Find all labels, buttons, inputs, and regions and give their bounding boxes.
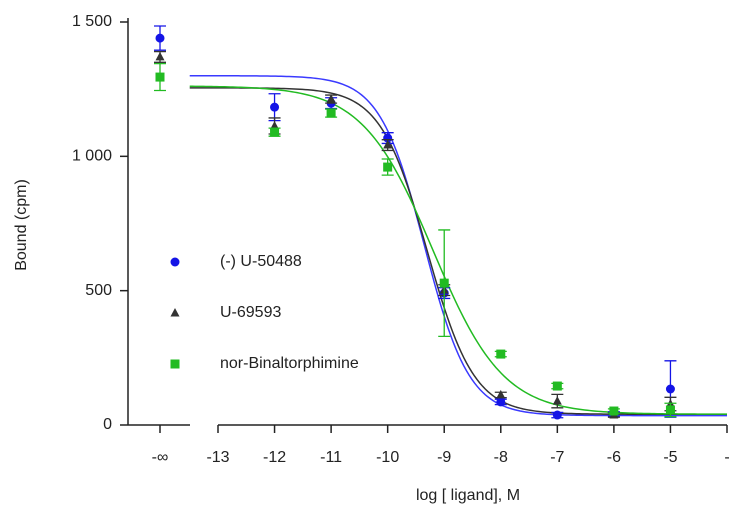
data-point: [155, 51, 165, 61]
data-point: [326, 94, 336, 103]
data-point: [496, 389, 506, 399]
y-tick-label: 0: [103, 416, 112, 433]
y-tick-label: 1 500: [72, 13, 112, 30]
legend-label: U-69593: [220, 304, 281, 321]
y-tick-label: 500: [85, 282, 112, 299]
x-break-label: -∞: [152, 449, 169, 466]
x-tick-label: -6: [607, 449, 621, 466]
data-point: [383, 162, 393, 172]
x-tick-label: -5: [663, 449, 677, 466]
data-point: [155, 33, 165, 43]
y-tick-label: 1 000: [72, 148, 112, 165]
data-point: [383, 140, 393, 149]
data-point: [609, 406, 619, 416]
x-tick-label: -12: [263, 449, 286, 466]
x-tick-label: -9: [437, 449, 451, 466]
x-tick-label: -: [724, 449, 729, 466]
legend-marker: [170, 359, 180, 369]
data-point: [155, 72, 165, 82]
data-point: [496, 349, 506, 359]
legend-label: (-) U-50488: [220, 253, 302, 270]
x-tick-label: -13: [206, 449, 229, 466]
legend-label: nor-Binaltorphimine: [220, 355, 359, 372]
data-point: [552, 410, 562, 420]
data-point: [496, 397, 506, 407]
x-tick-label: -7: [550, 449, 564, 466]
data-point: [665, 384, 675, 394]
data-point: [326, 108, 336, 118]
x-tick-label: -10: [376, 449, 399, 466]
data-point: [439, 278, 449, 288]
fit-curve: [189, 74, 727, 417]
fit-curve: [189, 87, 727, 415]
x-tick-label: -11: [320, 449, 342, 466]
x-axis-title: log [ ligand], M: [416, 487, 520, 504]
y-axis-title: Bound (cpm): [13, 179, 30, 271]
data-point: [270, 120, 280, 130]
legend-marker: [170, 308, 180, 317]
data-point: [552, 396, 562, 405]
fit-curve: [189, 85, 728, 415]
data-point: [552, 381, 562, 391]
legend-marker: [170, 257, 180, 267]
data-point: [665, 405, 675, 415]
data-point: [270, 127, 280, 137]
data-point: [270, 102, 280, 112]
x-tick-label: -8: [494, 449, 508, 466]
